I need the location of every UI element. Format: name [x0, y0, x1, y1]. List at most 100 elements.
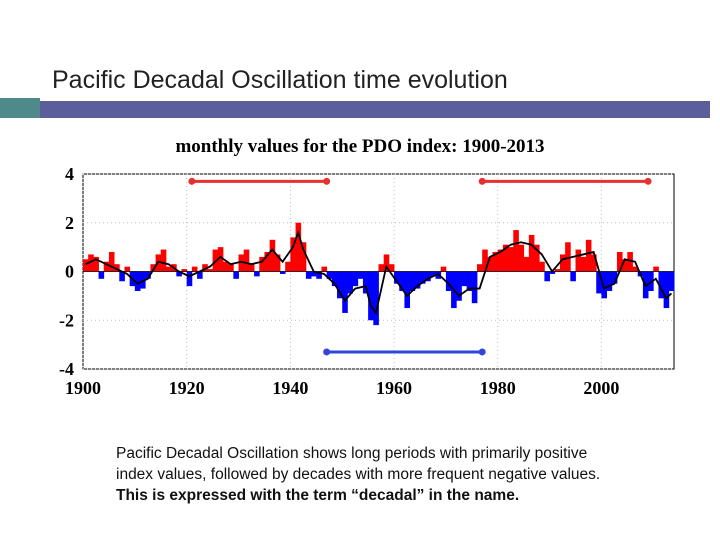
index-bar	[502, 244, 509, 272]
index-bar	[523, 256, 530, 272]
index-bar	[124, 266, 131, 272]
index-bar	[160, 249, 167, 272]
index-bar	[248, 264, 255, 272]
smoothed-line-group	[85, 229, 673, 316]
index-bar	[616, 252, 623, 272]
y-tick-label: 0	[65, 262, 74, 282]
index-bar	[440, 266, 447, 272]
regime-bar-endpoint	[478, 177, 486, 185]
index-bar	[492, 252, 499, 272]
index-bar	[352, 271, 359, 287]
slide-title: Pacific Decadal Oscillation time evoluti…	[52, 66, 508, 94]
index-bar	[430, 271, 436, 277]
x-tick-label: 1960	[376, 378, 412, 398]
index-bar	[466, 271, 473, 291]
index-bar	[658, 271, 665, 299]
index-bar	[285, 261, 291, 272]
index-bar	[342, 271, 348, 313]
index-bar	[331, 271, 338, 287]
index-bar	[528, 234, 535, 272]
index-bar	[445, 271, 452, 291]
index-bar	[83, 259, 89, 272]
y-tick-label: 2	[65, 213, 74, 233]
regime-bar-endpoint	[323, 177, 331, 185]
y-tick-label: -4	[59, 359, 74, 379]
index-bar	[378, 264, 385, 272]
index-bar	[140, 271, 146, 289]
regime-bar-endpoint	[323, 348, 331, 356]
index-bar	[326, 271, 333, 279]
accent-bar	[40, 100, 710, 118]
index-bar	[295, 222, 302, 272]
x-tick-label: 1980	[480, 378, 516, 398]
caption-line-2: index values, followed by decades with m…	[116, 466, 601, 483]
index-bar	[321, 266, 328, 272]
index-bar	[414, 271, 421, 289]
index-bar	[383, 254, 390, 272]
index-bar	[471, 271, 478, 304]
index-bar	[103, 261, 110, 272]
index-bar	[497, 249, 504, 272]
index-bar	[554, 269, 561, 272]
accent-divider	[40, 99, 710, 101]
index-bar	[202, 264, 208, 272]
y-tick-labels: 4 2 0 -2 -4	[59, 164, 74, 379]
index-bar	[181, 269, 188, 272]
regime-bar-endpoint	[644, 177, 652, 185]
index-bar	[228, 264, 234, 272]
index-bar	[259, 256, 265, 272]
index-bar	[337, 271, 343, 299]
index-bar	[243, 249, 250, 272]
index-bar	[197, 271, 203, 279]
index-bar	[534, 244, 540, 272]
x-tick-label: 1900	[65, 378, 101, 398]
index-bar	[627, 252, 633, 272]
index-bar	[518, 244, 525, 272]
index-bar	[585, 239, 592, 272]
index-bar	[663, 271, 670, 309]
x-tick-label: 2000	[583, 378, 619, 398]
index-bar	[150, 264, 156, 272]
index-bar	[513, 230, 519, 272]
index-bar	[145, 271, 151, 279]
x-tick-label: 1920	[169, 378, 205, 398]
index-bar	[191, 266, 198, 272]
index-bar	[300, 242, 307, 272]
index-bar	[165, 266, 172, 272]
index-bar	[394, 271, 400, 284]
index-bar	[653, 266, 659, 272]
index-bar	[269, 239, 276, 272]
index-bar	[596, 271, 602, 294]
index-bar	[591, 254, 597, 272]
index-bar	[280, 271, 286, 274]
index-bar	[477, 264, 483, 272]
index-bar	[207, 269, 214, 272]
pdo-chart: 4 2 0 -2 -4 1900 1920 1940 1960 1980 2000	[59, 164, 675, 398]
smoothed-line	[85, 229, 673, 316]
index-bar	[254, 271, 260, 277]
index-bar	[305, 271, 312, 279]
index-bar	[233, 271, 239, 279]
index-bar	[347, 271, 353, 294]
index-bar	[622, 259, 628, 272]
index-bar	[134, 271, 141, 291]
index-bar	[88, 254, 94, 272]
index-bar	[362, 271, 369, 294]
index-bar	[119, 271, 125, 282]
index-bar	[264, 252, 271, 272]
index-bar	[549, 271, 556, 274]
index-bar	[575, 249, 582, 272]
index-bar	[108, 252, 115, 272]
index-bar	[565, 242, 571, 272]
index-bar	[508, 247, 514, 272]
index-bar	[487, 256, 493, 272]
index-bar	[98, 271, 105, 279]
index-bar	[580, 256, 587, 272]
chart-title: monthly values for the PDO index: 1900-2…	[175, 136, 545, 157]
index-bar	[409, 271, 416, 291]
index-bar	[482, 249, 488, 272]
index-bar	[176, 271, 182, 277]
index-bar	[419, 271, 426, 284]
caption-line-1: Pacific Decadal Oscillation shows long p…	[116, 445, 588, 462]
x-tick-label: 1940	[272, 378, 308, 398]
